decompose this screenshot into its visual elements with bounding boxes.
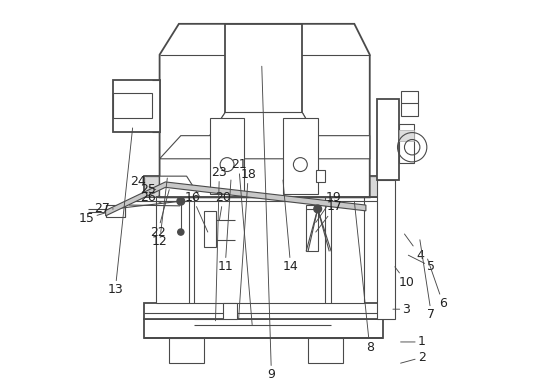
Bar (144, 303, 383, 319)
Text: 22: 22 (150, 190, 169, 238)
Text: 8: 8 (354, 201, 374, 354)
Bar (144, 319, 383, 338)
Text: 21: 21 (231, 158, 252, 325)
Text: 24: 24 (130, 175, 156, 190)
Text: 2: 2 (400, 351, 426, 364)
Bar (169, 338, 204, 363)
Bar (223, 303, 237, 319)
Circle shape (177, 197, 185, 205)
Text: 13: 13 (107, 128, 133, 296)
Text: 5: 5 (409, 255, 436, 273)
Bar (156, 197, 364, 303)
Bar (316, 170, 326, 182)
Text: 25: 25 (140, 183, 162, 197)
Polygon shape (210, 113, 316, 136)
Bar (377, 180, 395, 319)
Text: 16: 16 (184, 191, 208, 232)
Polygon shape (160, 176, 200, 197)
Bar (146, 177, 382, 196)
Text: 11: 11 (217, 180, 233, 273)
Circle shape (178, 229, 184, 235)
Text: 18: 18 (239, 168, 256, 319)
Text: 23: 23 (211, 166, 227, 321)
Bar (399, 130, 414, 141)
Polygon shape (160, 113, 370, 159)
Circle shape (314, 205, 322, 213)
Bar (308, 338, 343, 363)
Text: 19: 19 (316, 191, 341, 223)
Bar (377, 99, 399, 180)
Bar (204, 211, 216, 247)
Bar (144, 176, 383, 197)
Text: 15: 15 (78, 212, 106, 225)
Text: 6: 6 (427, 259, 447, 310)
Polygon shape (160, 24, 370, 197)
Text: 26: 26 (140, 191, 162, 204)
Polygon shape (106, 182, 366, 216)
Text: 20: 20 (215, 191, 231, 221)
Bar (106, 205, 125, 217)
Text: 14: 14 (283, 180, 299, 273)
Text: 3: 3 (393, 303, 410, 316)
Text: 10: 10 (395, 267, 414, 289)
Text: 12: 12 (151, 178, 168, 248)
Bar (210, 118, 244, 194)
Bar (113, 93, 152, 118)
Text: 9: 9 (262, 66, 275, 381)
Text: 1: 1 (400, 336, 426, 348)
Bar (283, 118, 317, 194)
Text: 17: 17 (316, 200, 343, 232)
Bar (225, 24, 302, 113)
Text: 4: 4 (404, 234, 424, 262)
Bar (399, 124, 414, 163)
Bar (113, 80, 160, 132)
Bar (306, 205, 317, 251)
Text: 27: 27 (94, 202, 113, 216)
Text: 7: 7 (420, 240, 436, 322)
Bar (400, 91, 418, 116)
